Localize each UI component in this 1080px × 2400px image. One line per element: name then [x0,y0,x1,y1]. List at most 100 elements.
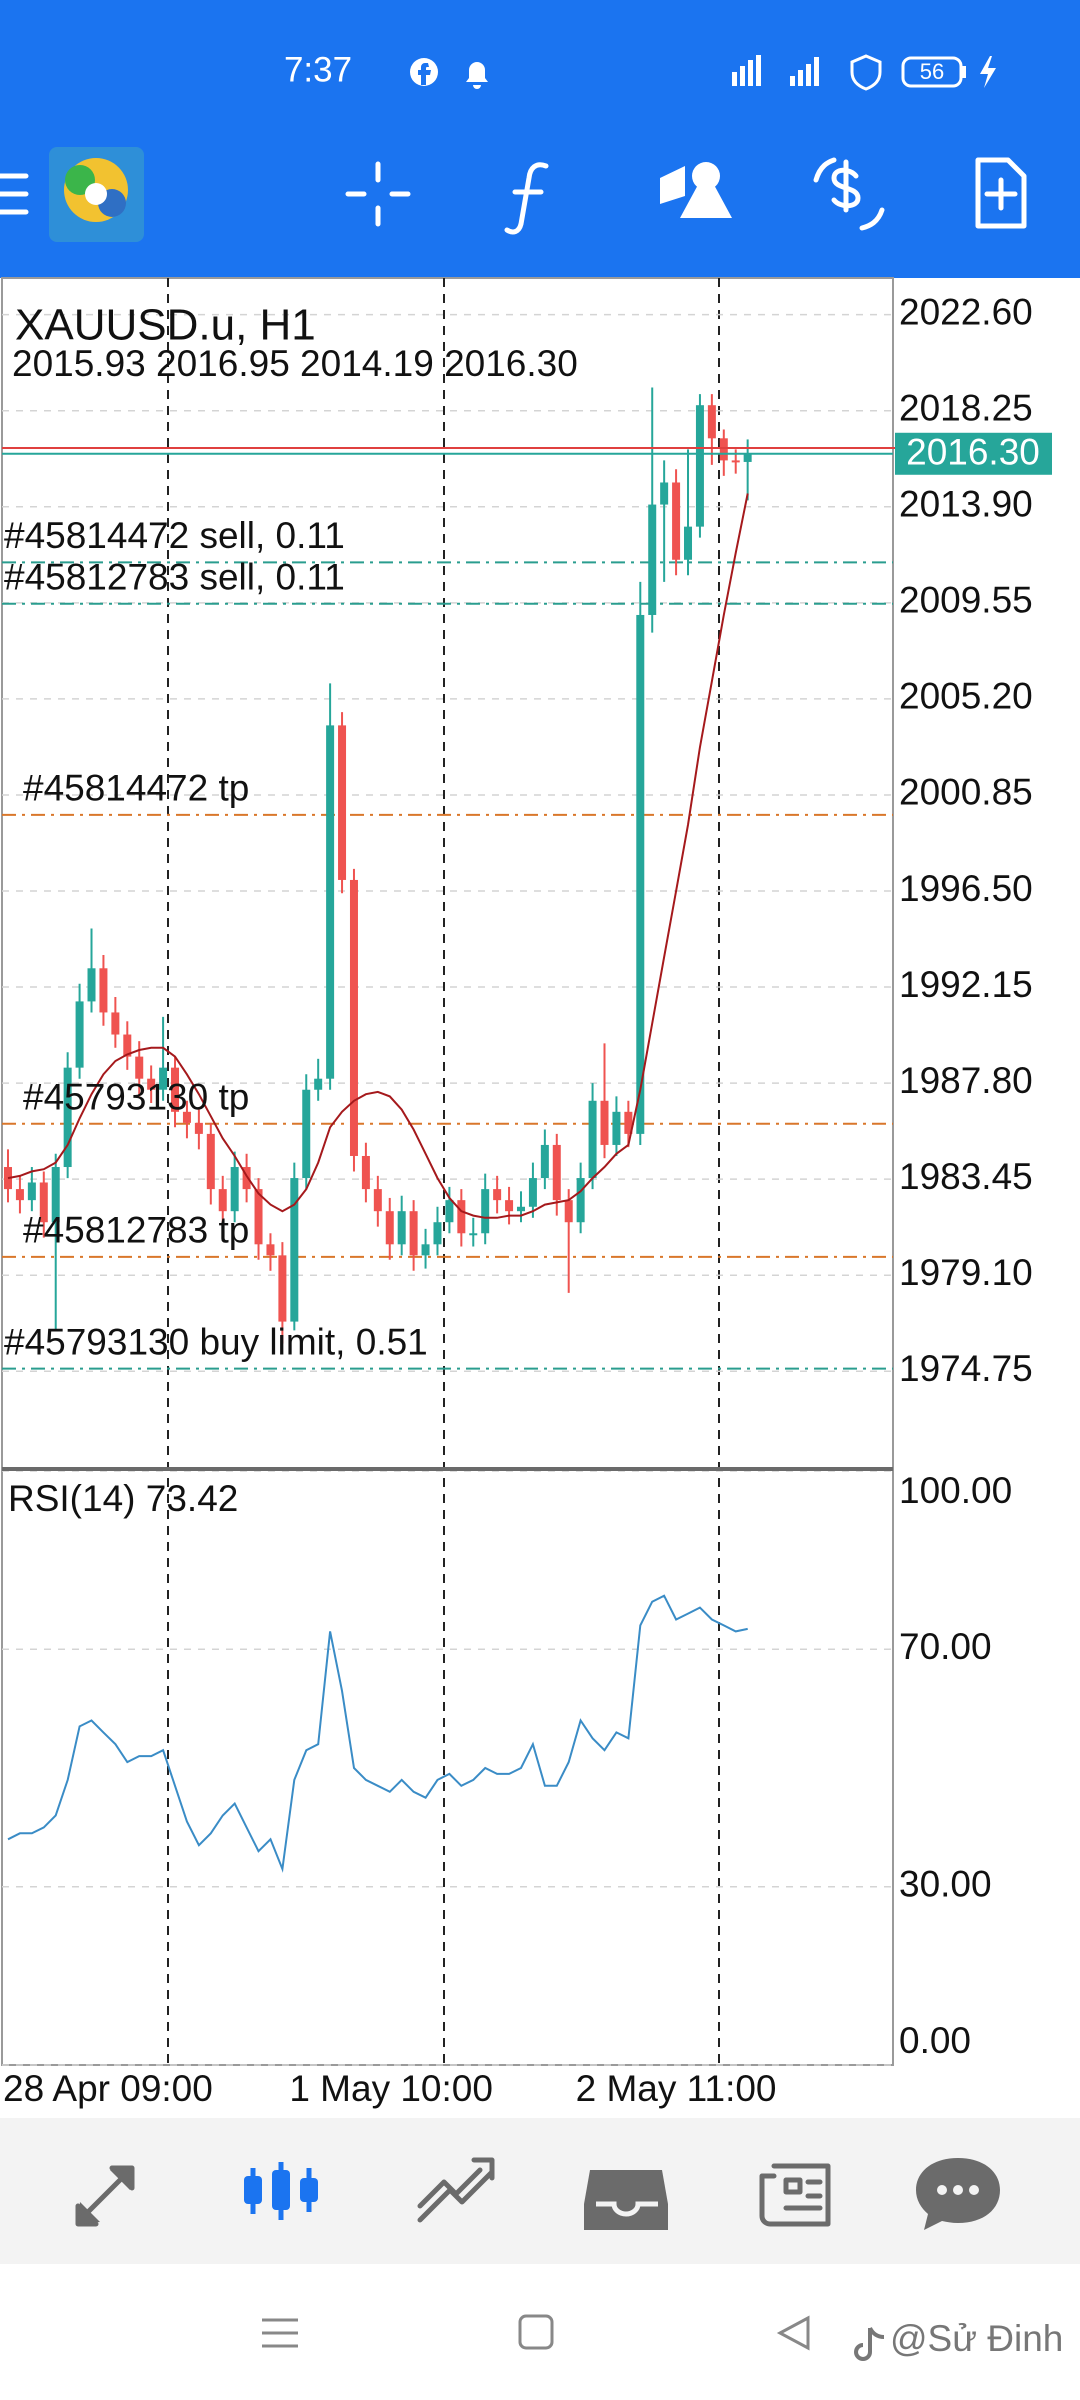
y-tick-label: 30.00 [899,1864,992,1905]
y-tick-label: 2005.20 [899,676,1033,717]
candle-body [624,1111,633,1134]
candle-body [242,1167,251,1190]
y-tick-label: 0.00 [899,2020,971,2061]
back-button[interactable] [776,2315,810,2351]
y-tick-label: 70.00 [899,1626,992,1667]
candle-body [552,1144,561,1201]
candle-body [719,438,728,461]
y-tick-label: 100.00 [899,1470,1012,1511]
candle-body [194,1122,203,1134]
home-button[interactable] [518,2314,554,2350]
ohlc-readout: 2015.93 2016.95 2014.19 2016.30 [12,343,578,384]
candle-body [469,1233,478,1236]
candle-body [290,1178,299,1322]
status-icons [410,54,996,91]
app-logo[interactable] [49,147,144,242]
candle-body [433,1222,442,1245]
price-tag-label: 2016.30 [906,432,1040,473]
candle-body [123,1034,132,1057]
y-tick-label: 1996.50 [899,868,1033,909]
candle-body [314,1078,323,1090]
x-tick-label: 28 Apr 09:00 [3,2068,213,2109]
candle-body [51,1167,60,1223]
candle-body [707,405,716,439]
candle-body [39,1182,48,1223]
candle-body [99,968,108,1013]
candle-body [660,482,669,505]
quotes-tab[interactable] [75,2165,135,2227]
candle-body [147,1078,156,1090]
recents-button[interactable] [262,2318,298,2348]
candle-body [111,1012,120,1035]
candle-body [338,725,347,880]
candle-body [505,1200,514,1212]
toolbar [0,147,1027,242]
y-tick-label: 2000.85 [899,772,1033,813]
order-label: #45793130 buy limit, 0.51 [4,1321,428,1362]
x-tick-label: 2 May 11:00 [576,2068,777,2109]
candle-body [672,482,681,560]
chart-tab[interactable] [244,2162,318,2220]
candle-body [516,1206,525,1212]
candle-body [63,1067,72,1168]
new-order-button[interactable] [975,157,1027,229]
candle-body [218,1189,227,1212]
candle-body [564,1200,573,1223]
trade-button[interactable] [813,157,885,231]
candle-body [695,405,704,527]
candle-body [684,526,693,560]
candle-body [171,1067,180,1112]
order-label: #45812783 tp [23,1210,249,1251]
y-tick-label: 2018.25 [899,387,1033,428]
candle-body [15,1189,24,1201]
history-tab[interactable] [584,2170,668,2230]
candle-body [75,1001,84,1068]
candle-body [266,1244,275,1256]
y-tick-label: 1983.45 [899,1156,1033,1197]
watermark-text: @Sử Đinh [890,2318,1063,2359]
candle-body [326,725,335,1079]
candle-body [230,1167,239,1212]
order-label: #45814472 sell, 0.11 [4,515,345,556]
candle-body [159,1067,168,1090]
trade-tab[interactable] [417,2157,495,2223]
plot-area [2,278,893,2066]
candle-body [27,1182,36,1201]
candle-body [87,968,96,1002]
candle-body [254,1189,263,1245]
candle-body [731,460,740,463]
candle-body [206,1133,215,1190]
candle-body [397,1211,406,1245]
menu-button[interactable] [0,173,29,215]
candle-body [576,1178,585,1223]
chat-tab[interactable] [916,2158,1000,2230]
news-tab[interactable] [759,2163,831,2227]
candle-body [421,1244,430,1256]
order-label: #45812783 sell, 0.11 [4,556,345,597]
crosshair-button[interactable] [345,161,411,227]
order-label: #45814472 tp [23,768,249,809]
moving-average [7,493,749,1219]
y-tick-label: 2013.90 [899,484,1033,525]
candle-body [457,1200,466,1234]
indicators-button[interactable] [504,162,549,235]
status-time: 7:37 [284,50,352,89]
bottom-nav [0,2118,1080,2264]
y-tick-label: 2022.60 [899,291,1033,332]
candle-body [648,504,657,615]
objects-button[interactable] [660,162,732,218]
candle-body [612,1111,621,1145]
chart-title: XAUUSD.u, H1 [15,301,316,350]
x-tick-label: 1 May 10:00 [289,2068,493,2109]
battery-level: 56 [920,59,944,84]
price-tag [895,432,1052,475]
app-bar [0,0,1080,278]
candle-body [409,1211,418,1256]
candle-body [600,1100,609,1145]
candle-body [135,1056,144,1079]
y-tick-label: 1979.10 [899,1252,1033,1293]
candle-body [373,1189,382,1212]
candle-body [278,1255,287,1322]
y-tick-label: 1992.15 [899,964,1033,1005]
y-tick-label: 1987.80 [899,1060,1033,1101]
